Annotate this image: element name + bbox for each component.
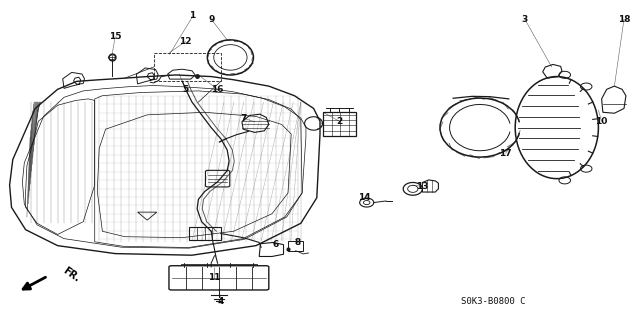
Text: S0K3-B0800 C: S0K3-B0800 C	[461, 297, 525, 306]
Text: 10: 10	[595, 117, 608, 126]
Text: 16: 16	[211, 85, 224, 94]
Text: 12: 12	[179, 37, 192, 46]
Bar	[154, 53, 221, 81]
Text: 15: 15	[109, 32, 122, 41]
Text: 11: 11	[208, 273, 221, 282]
Text: 5: 5	[182, 85, 189, 94]
Text: 13: 13	[416, 182, 429, 191]
Text: 2: 2	[336, 117, 342, 126]
Text: 8: 8	[294, 238, 301, 247]
Text: FR.: FR.	[61, 265, 81, 284]
Text: 1: 1	[189, 11, 195, 20]
Text: 6: 6	[272, 240, 278, 249]
Text: 9: 9	[208, 15, 214, 24]
Text: 4: 4	[218, 297, 224, 306]
Text: 17: 17	[499, 149, 512, 158]
Text: 3: 3	[522, 15, 528, 24]
Text: 14: 14	[358, 193, 371, 202]
Text: 18: 18	[618, 15, 630, 24]
Text: 7: 7	[240, 114, 246, 122]
